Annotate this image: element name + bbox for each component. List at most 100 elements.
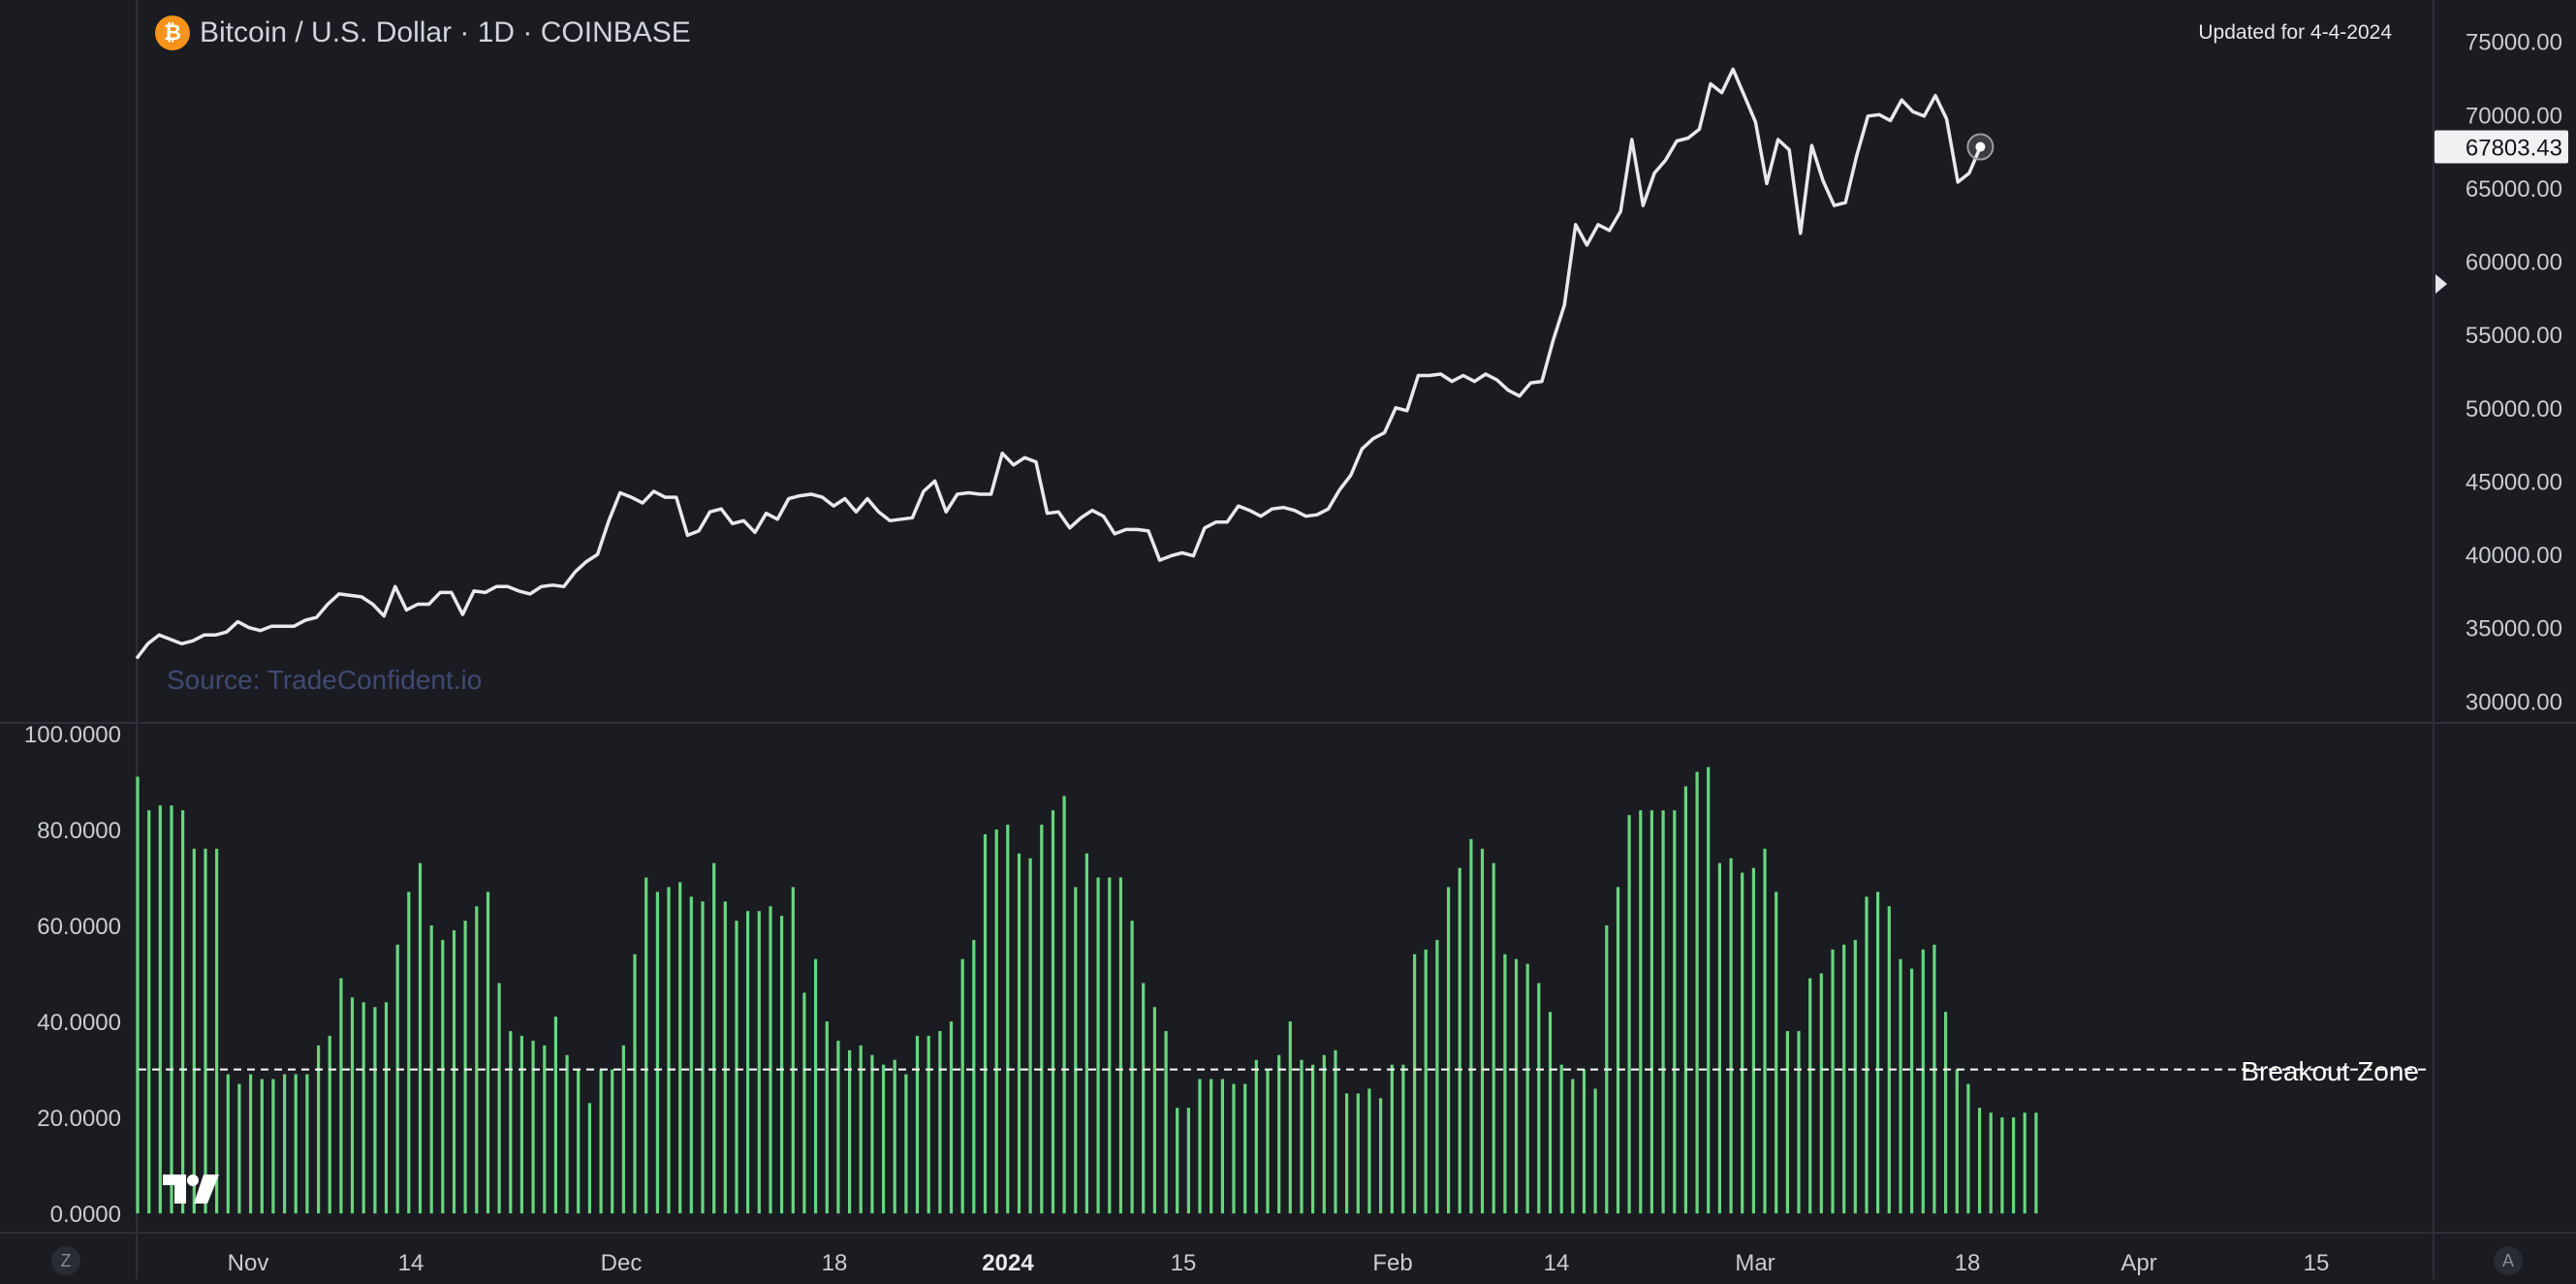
histogram-bar[interactable] [915,1035,920,1214]
histogram-bar[interactable] [1469,838,1473,1214]
histogram-bar[interactable] [791,887,795,1214]
histogram-bar[interactable] [1593,1088,1597,1214]
histogram-bar[interactable] [1707,767,1711,1214]
histogram-bar[interactable] [1379,1098,1383,1214]
histogram-bar[interactable] [497,983,501,1214]
histogram-bar[interactable] [317,1045,321,1214]
histogram-bar[interactable] [1503,954,1507,1214]
histogram-bar[interactable] [1978,1108,1982,1214]
histogram-bar[interactable] [1006,825,1010,1214]
histogram-bar[interactable] [994,830,998,1214]
histogram-bar[interactable] [328,1035,331,1214]
histogram-bar[interactable] [1921,949,1925,1214]
histogram-bar[interactable] [1548,1012,1553,1214]
histogram-bar[interactable] [689,896,693,1214]
histogram-bar[interactable] [192,848,196,1214]
histogram-bar[interactable] [1741,872,1744,1214]
histogram-bar[interactable] [1910,968,1914,1214]
tradingview-logo-icon[interactable] [161,1173,221,1206]
histogram-bar[interactable] [1017,853,1021,1214]
histogram-bar[interactable] [441,939,445,1214]
histogram-bar[interactable] [1277,1054,1281,1214]
histogram-bar[interactable] [769,906,772,1214]
histogram-bar[interactable] [949,1021,954,1214]
histogram-bar[interactable] [1198,1079,1202,1214]
histogram-bar[interactable] [429,925,433,1214]
histogram-bar[interactable] [350,997,355,1214]
histogram-bar[interactable] [723,901,727,1214]
histogram-bar[interactable] [1559,1064,1563,1214]
histogram-bar[interactable] [1944,1012,1948,1214]
histogram-bar[interactable] [1537,983,1541,1214]
histogram-bar[interactable] [825,1021,829,1214]
histogram-bar[interactable] [136,776,140,1214]
histogram-bar[interactable] [712,862,716,1214]
histogram-bar[interactable] [2000,1117,2004,1214]
histogram-bar[interactable] [452,930,456,1214]
histogram-bar[interactable] [407,892,411,1214]
histogram-bar[interactable] [1717,862,1721,1214]
histogram-bar[interactable] [814,958,818,1214]
histogram-bar[interactable] [2023,1112,2026,1214]
histogram-bar[interactable] [1797,1031,1801,1214]
histogram-bar[interactable] [147,810,151,1214]
histogram-bar[interactable] [1254,1059,1258,1214]
histogram-bar[interactable] [1480,848,1485,1214]
histogram-bar[interactable] [1955,1069,1959,1214]
histogram-bar[interactable] [927,1035,930,1214]
histogram-bar[interactable] [565,1054,569,1214]
histogram-bar[interactable] [904,1074,908,1214]
histogram-bar[interactable] [757,911,761,1214]
histogram-bar[interactable] [1300,1059,1304,1214]
histogram-bar[interactable] [1413,954,1417,1214]
histogram-bar[interactable] [802,992,806,1214]
histogram-bar[interactable] [1492,862,1495,1214]
histogram-bar[interactable] [1447,887,1451,1214]
histogram-bar[interactable] [859,1045,863,1214]
histogram-bar[interactable] [1683,786,1687,1214]
histogram-bar[interactable] [531,1040,535,1214]
histogram-bar[interactable] [1186,1108,1190,1214]
histogram-bar[interactable] [1639,810,1643,1214]
histogram-bar[interactable] [1514,958,1519,1214]
histogram-bar[interactable] [1243,1083,1247,1214]
histogram-bar[interactable] [587,1103,591,1214]
histogram-bar[interactable] [611,1069,614,1214]
histogram-bar[interactable] [1989,1112,1993,1214]
histogram-bar[interactable] [305,1074,309,1214]
histogram-bar[interactable] [1887,906,1891,1214]
histogram-bar[interactable] [271,1079,275,1214]
histogram-bar[interactable] [283,1074,287,1214]
histogram-bar[interactable] [237,1083,241,1214]
histogram-bar[interactable] [644,877,648,1214]
histogram-bar[interactable] [1334,1049,1337,1214]
histogram-bar[interactable] [1729,858,1733,1214]
histogram-bar[interactable] [678,882,682,1214]
histogram-bar[interactable] [1627,815,1631,1214]
histogram-bar[interactable] [1424,949,1428,1214]
histogram-bar[interactable] [294,1074,298,1214]
histogram-bar[interactable] [1142,983,1146,1214]
histogram-bar[interactable] [1785,1031,1789,1214]
histogram-bar[interactable] [2012,1117,2016,1214]
histogram-bar[interactable] [870,1054,874,1214]
histogram-bar[interactable] [249,1074,253,1214]
histogram-bar[interactable] [1751,867,1755,1214]
histogram-bar[interactable] [1074,887,1078,1214]
histogram-bar[interactable] [983,833,988,1214]
histogram-bar[interactable] [1865,896,1869,1214]
histogram-bar[interactable] [1831,949,1835,1214]
histogram-bar[interactable] [1356,1093,1360,1214]
histogram-bar[interactable] [1322,1054,1326,1214]
histogram-bar[interactable] [1808,978,1812,1214]
histogram-bar[interactable] [1040,825,1044,1214]
histogram-bar[interactable] [1775,892,1778,1214]
histogram-bar[interactable] [1876,892,1880,1214]
histogram-bar[interactable] [384,1002,389,1214]
histogram-bar[interactable] [633,954,637,1214]
histogram-bar[interactable] [509,1031,513,1214]
histogram-bar[interactable] [226,1074,230,1214]
histogram-bar[interactable] [1311,1064,1315,1214]
histogram-bar[interactable] [848,1049,852,1214]
